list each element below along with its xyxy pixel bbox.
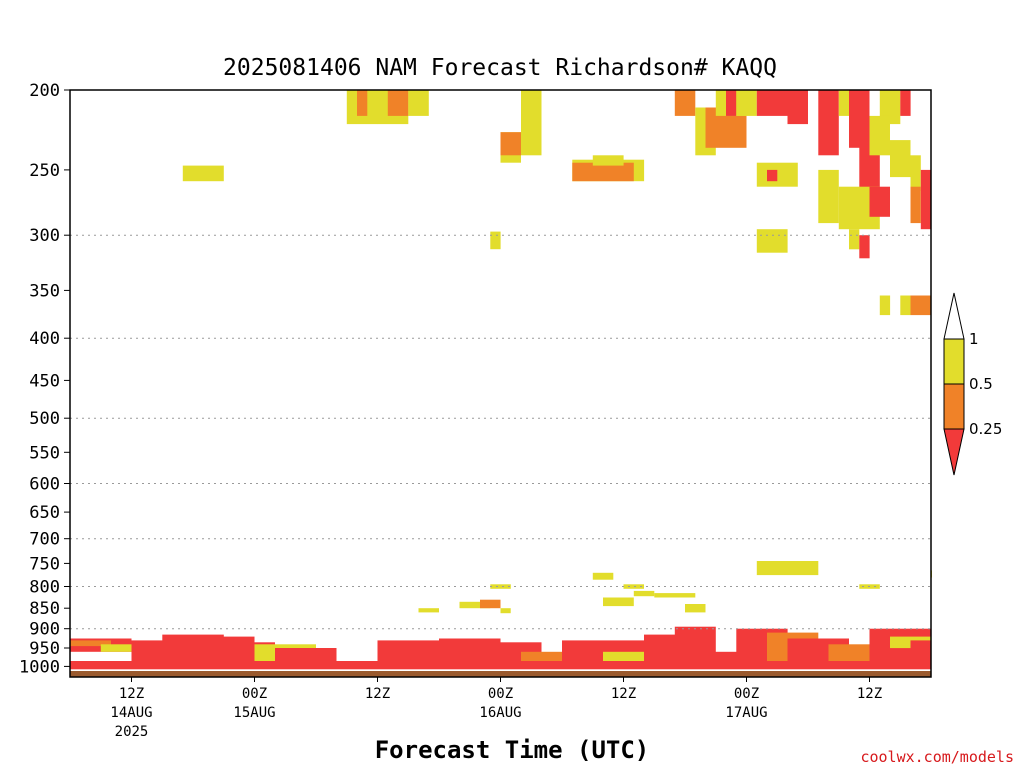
heatmap-cell [818,169,839,224]
x-tick-label: 00Z [242,686,267,702]
heatmap-cell [70,640,111,647]
y-tick-label: 300 [29,226,60,246]
heatmap-cell [838,90,850,116]
heatmap-cell [849,229,860,250]
x-tick-label: 00Z [734,686,759,702]
y-tick-label: 400 [29,329,60,349]
y-tick-label: 450 [29,371,60,391]
heatmap-cell [592,155,624,166]
heatmap-cell [879,295,891,316]
legend: 1 0.5 0.25 [943,292,1002,476]
x-axis-title: Forecast Time (UTC) [375,736,650,764]
heatmap-cell [70,661,931,670]
heatmap-cell [387,90,409,116]
heatmap-cell [900,295,911,316]
y-tick-label: 500 [29,409,60,429]
heatmap-cell [685,604,706,613]
heatmap-cell [408,90,429,116]
heatmap-cell [890,140,911,178]
chart-title: 2025081406 NAM Forecast Richardson# KAQQ [223,55,777,81]
heatmap-cell [654,593,696,598]
legend-swatch [943,383,965,430]
y-tick-label: 950 [29,639,60,659]
heatmap-cell [767,169,778,182]
heatmap-cell [100,644,142,652]
heatmap-cell [500,608,511,614]
y-axis: 200 250 300 350 400 450 500 550 600 650 700 750 8008… [19,81,70,677]
heatmap-cells [70,90,932,670]
heatmap-cell [879,90,901,125]
heatmap-cell [859,235,870,259]
x-tick-label: 17AUG [725,705,767,721]
y-tick-label: 650 [29,503,60,523]
x-tick-label: 12Z [857,686,882,702]
legend-label: 0.25 [969,420,1002,438]
y-tick-label: 350 [29,281,60,301]
y-tick-label: 200 [29,81,60,101]
ground-band [70,671,931,677]
heatmap-cell [910,186,921,224]
heatmap-cell [633,590,655,597]
heatmap-cell [572,162,634,182]
legend-swatch [943,338,965,385]
y-tick-label: 250 [29,161,60,181]
legend-swatch [943,292,965,340]
heatmap-cell [849,90,870,148]
x-tick-label: 14AUG [110,705,152,721]
heatmap-cell [674,90,696,116]
y-tick-label: 750 [29,554,60,574]
x-tick-label: 15AUG [233,705,275,721]
heatmap-cell [910,155,921,191]
heatmap-cell [592,572,614,580]
y-tick-label: 700 [29,530,60,550]
y-tick-label: 800 [29,578,60,598]
x-tick-label: 00Z [488,686,513,702]
heatmap-cell [920,169,932,230]
y-tick-label: 550 [29,443,60,463]
heatmap-cell [480,599,501,609]
heatmap-cell [726,90,737,116]
heatmap-cell [500,132,521,156]
x-tick-label: 12Z [119,686,144,702]
heatmap-cell [818,90,839,156]
heatmap-cell [182,165,224,182]
credit-text: coolwx.com/models [860,748,1014,766]
heatmap-cell [490,231,501,250]
heatmap-cell [756,229,788,253]
legend-swatch [943,428,965,476]
x-tick-label: 12Z [365,686,390,702]
x-axis: 12Z 14AUG 2025 00Z 15AUG 12Z 00Z 16AUG 12Z 00Z 17A… [110,677,882,740]
heatmap-cell [787,90,808,125]
x-tick-label: 12Z [611,686,636,702]
legend-label: 0.5 [969,375,993,393]
heatmap-cell [603,597,634,607]
heatmap-cell [521,90,542,156]
heatmap-cell [623,584,644,589]
y-tick-label: 900 [29,620,60,640]
heatmap-cell [736,90,757,116]
heatmap-cell [357,90,368,116]
heatmap-cell [756,561,819,576]
heatmap-cell [490,584,511,589]
heatmap-cell [910,295,931,316]
heatmap-cell [756,90,788,116]
y-tick-label: 850 [29,599,60,619]
legend-label: 1 [969,330,979,348]
heatmap-cell [869,115,890,156]
x-tick-label: 2025 [115,724,149,740]
heatmap-cell [459,601,491,609]
heatmap-cell [418,608,439,613]
heatmap-cell [900,90,911,116]
heatmap-cell [869,186,890,217]
x-tick-label: 16AUG [479,705,521,721]
y-tick-label: 600 [29,475,60,495]
y-tick-label: 1000 [19,657,60,677]
